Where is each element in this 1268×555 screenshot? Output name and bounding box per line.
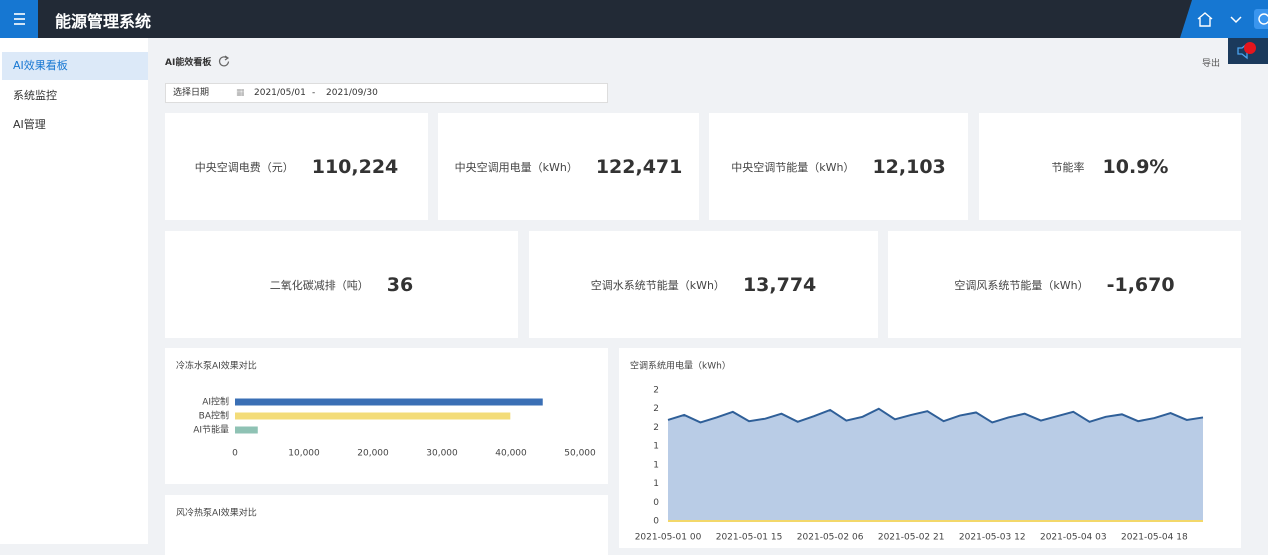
bar xyxy=(235,427,258,434)
x-tick-label: 30,000 xyxy=(426,449,458,459)
y-tick-label: 1 xyxy=(653,460,659,470)
y-tick-label: 0 xyxy=(653,517,659,527)
x-tick-label: 2021-05-01 00 xyxy=(635,533,702,543)
bar xyxy=(235,413,510,420)
x-tick-label: 2021-05-01 15 xyxy=(716,533,783,543)
y-tick-label: 1 xyxy=(653,442,659,452)
y-tick-label: 0 xyxy=(653,498,659,508)
x-tick-label: 50,000 xyxy=(564,449,596,459)
x-tick-label: 2021-05-02 21 xyxy=(878,533,945,543)
y-tick-label: 2 xyxy=(653,423,659,433)
x-tick-label: 2021-05-04 03 xyxy=(1040,533,1107,543)
y-tick-label: 2 xyxy=(653,386,659,396)
y-tick-label: BA控制 xyxy=(199,410,229,422)
x-tick-label: 2021-05-03 12 xyxy=(959,533,1026,543)
y-tick-label: 1 xyxy=(653,479,659,489)
x-tick-label: 20,000 xyxy=(357,449,389,459)
chart-title: 空调系统用电量（kWh） xyxy=(630,360,731,372)
x-tick-label: 40,000 xyxy=(495,449,527,459)
bar xyxy=(235,399,543,406)
chart-title: 冷冻水泵AI效果对比 xyxy=(176,360,257,372)
y-tick-label: 2 xyxy=(653,404,659,414)
x-tick-label: 0 xyxy=(232,449,238,459)
y-tick-label: AI控制 xyxy=(202,396,229,408)
x-tick-label: 2021-05-04 18 xyxy=(1121,533,1188,543)
area xyxy=(668,409,1203,521)
y-tick-label: AI节能量 xyxy=(193,424,229,436)
x-tick-label: 2021-05-02 06 xyxy=(797,533,864,543)
chart-title: 风冷热泵AI效果对比 xyxy=(176,507,257,519)
x-tick-label: 10,000 xyxy=(288,449,320,459)
